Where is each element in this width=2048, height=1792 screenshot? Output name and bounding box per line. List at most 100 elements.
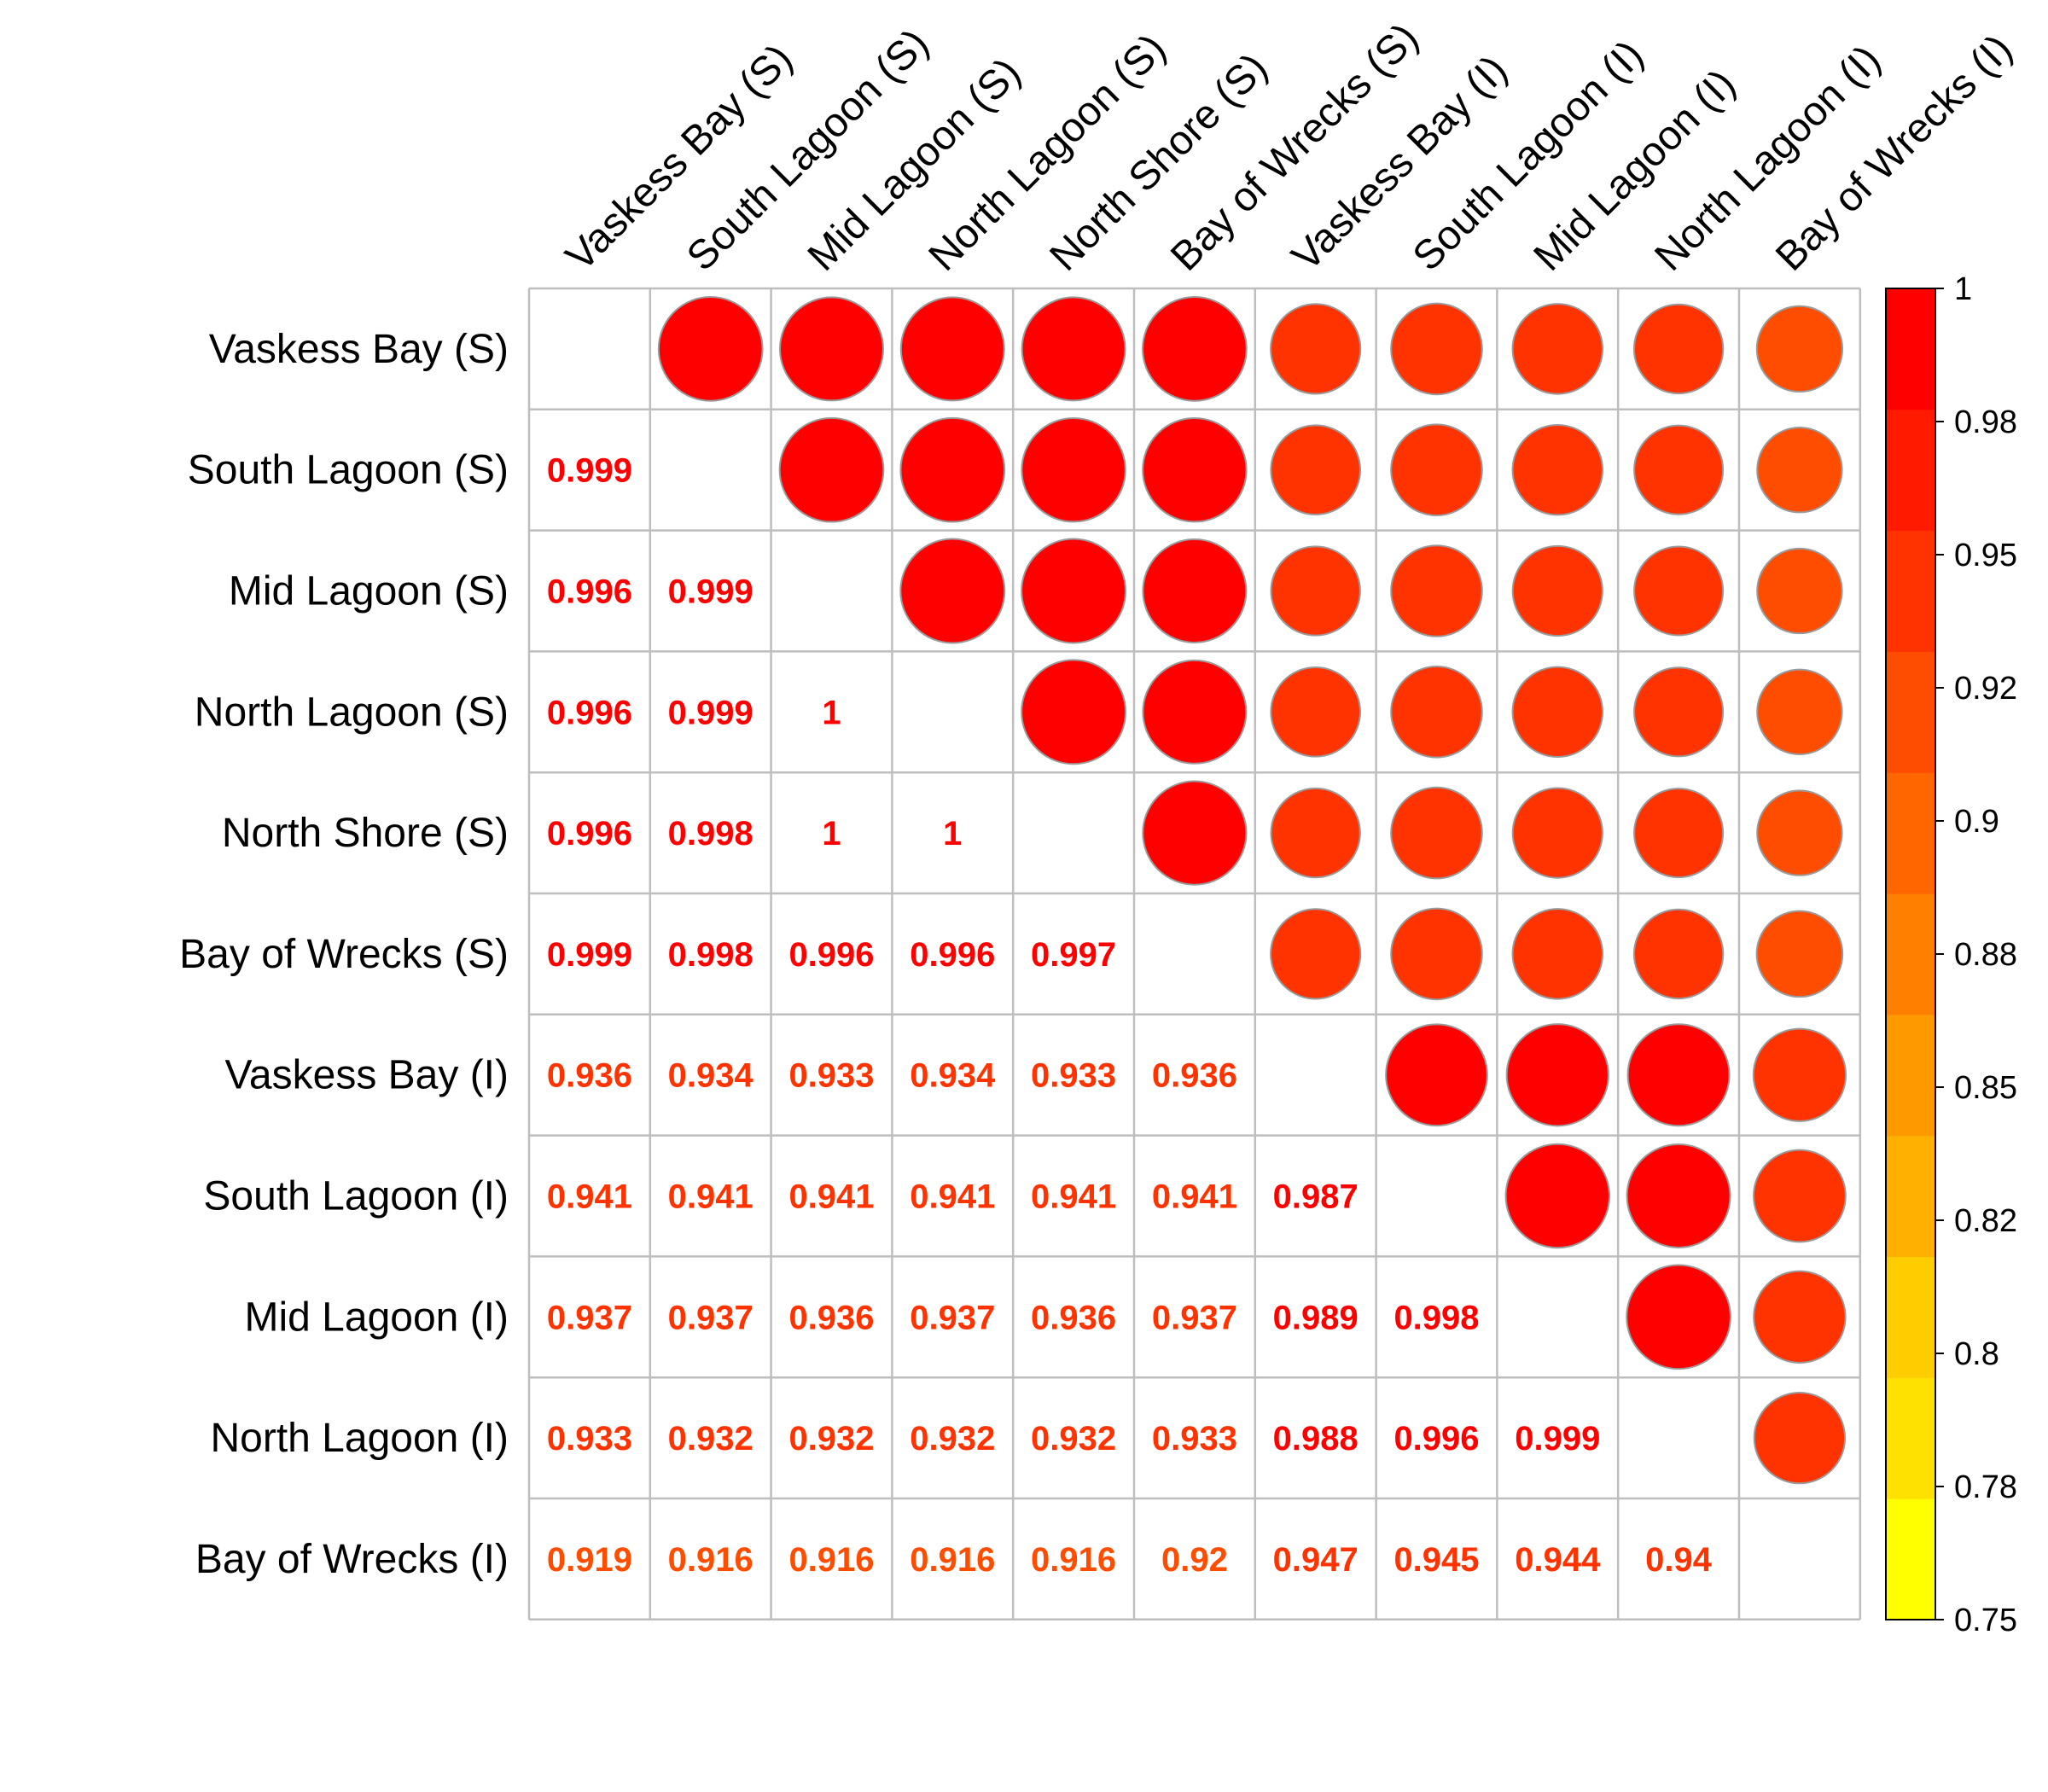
correlation-value: 0.998 xyxy=(668,815,753,852)
correlation-circle xyxy=(1390,544,1483,637)
correlation-value: 0.941 xyxy=(1152,1178,1237,1216)
correlation-circle xyxy=(1021,416,1126,523)
colorbar-segment xyxy=(1886,1014,1935,1137)
correlation-circle xyxy=(1753,1391,1847,1485)
colorbar-segment xyxy=(1886,651,1935,773)
correlation-circle xyxy=(778,416,885,523)
correlation-circle xyxy=(1390,666,1483,759)
correlation-circle xyxy=(1755,305,1844,393)
column-label: North Lagoon (I) xyxy=(1646,37,1889,280)
correlation-circle xyxy=(779,296,884,402)
correlation-circle xyxy=(1756,668,1843,755)
colorbar-segment xyxy=(1886,1256,1935,1378)
correlation-circle xyxy=(1633,424,1725,515)
correlation-value: 0.996 xyxy=(547,694,632,731)
correlation-value: 0.916 xyxy=(1031,1541,1116,1579)
correlation-circle xyxy=(1390,302,1483,396)
correlation-circle xyxy=(1633,666,1725,758)
correlation-value: 0.941 xyxy=(788,1178,874,1216)
colorbar-segment xyxy=(1886,530,1935,652)
correlation-value: 0.919 xyxy=(547,1541,632,1579)
correlation-circle xyxy=(1505,1023,1609,1127)
correlation-value: 0.996 xyxy=(788,936,874,974)
correlation-circle xyxy=(1632,303,1725,395)
colorbar-segment xyxy=(1886,1135,1935,1258)
correlation-circle xyxy=(1511,544,1603,637)
correlation-value: 0.999 xyxy=(668,573,753,611)
colorbar-tick-label: 0.9 xyxy=(1954,804,1999,840)
correlation-circle xyxy=(1270,666,1362,758)
column-label: Vaskess Bay (I) xyxy=(1283,47,1516,280)
row-label: Bay of Wrecks (S) xyxy=(179,932,509,977)
correlation-value: 0.987 xyxy=(1273,1178,1359,1216)
row-label: Vaskess Bay (S) xyxy=(209,327,509,372)
correlation-circle xyxy=(1756,789,1843,876)
correlation-value: 0.947 xyxy=(1273,1541,1359,1579)
correlation-circle xyxy=(899,416,1006,523)
correlation-circle xyxy=(1021,296,1126,402)
correlation-value: 0.998 xyxy=(668,936,753,974)
colorbar-segment xyxy=(1886,893,1935,1015)
row-label: North Lagoon (I) xyxy=(210,1416,509,1461)
correlation-value: 0.916 xyxy=(910,1541,995,1579)
correlation-circle xyxy=(1633,788,1725,879)
correlation-value: 1 xyxy=(822,694,841,731)
correlation-circle xyxy=(1756,427,1843,514)
colorbar-tick-label: 0.85 xyxy=(1954,1070,2017,1106)
correlation-circle xyxy=(899,538,1006,644)
colorbar-tick-label: 1 xyxy=(1954,271,1972,307)
colorbar-tick-label: 0.95 xyxy=(1954,538,2017,573)
color-legend: 1 0.98 0.95 0.92 0.9 0.88 0.85 0.82 0.8 0.78 0.75 xyxy=(1885,271,2017,1638)
correlation-value: 0.92 xyxy=(1161,1541,1228,1579)
colorbar-segment xyxy=(1886,772,1935,894)
correlation-value: 0.996 xyxy=(547,815,632,852)
correlation-value: 0.945 xyxy=(1393,1541,1479,1579)
correlation-value: 0.933 xyxy=(547,1420,632,1457)
correlation-value: 0.916 xyxy=(788,1541,874,1579)
row-label: North Shore (S) xyxy=(222,811,509,856)
correlation-value: 0.933 xyxy=(1031,1057,1116,1095)
colorbar-tick-label: 0.98 xyxy=(1954,404,2017,440)
row-label: Mid Lagoon (S) xyxy=(229,569,509,614)
correlation-circle xyxy=(1390,907,1483,1001)
correlation-value: 0.988 xyxy=(1273,1420,1359,1457)
correlation-circle xyxy=(1626,1264,1731,1370)
correlation-value: 0.999 xyxy=(547,936,632,974)
correlation-circle xyxy=(1753,1270,1847,1364)
matrix-cells: 0.999 0.996 0.999 0.996 0.999 1 0.996 0.998 1 1 0.… xyxy=(547,296,1847,1579)
correlation-circle xyxy=(1142,416,1248,523)
correlation-value: 0.936 xyxy=(788,1299,874,1336)
correlation-circle xyxy=(1633,545,1725,637)
correlation-value: 0.916 xyxy=(668,1541,753,1579)
correlation-circle xyxy=(1632,908,1725,1000)
correlation-value: 0.932 xyxy=(910,1420,995,1457)
correlation-circle xyxy=(1752,1027,1847,1122)
column-label: Bay of Wrecks (I) xyxy=(1767,26,2021,280)
correlation-circle xyxy=(1142,780,1248,886)
correlation-circle xyxy=(1626,1143,1731,1248)
correlation-value: 0.989 xyxy=(1273,1299,1359,1336)
matrix-grid xyxy=(527,287,1862,1621)
correlation-circle xyxy=(899,296,1005,402)
correlation-value: 0.937 xyxy=(547,1299,632,1336)
correlation-circle xyxy=(1511,423,1604,516)
correlation-circle xyxy=(1385,1023,1488,1127)
colorbar-tick-label: 0.88 xyxy=(1954,937,2017,973)
correlation-circle xyxy=(1511,666,1604,759)
correlation-circle xyxy=(1270,787,1361,879)
colorbar-tick-label: 0.92 xyxy=(1954,671,2017,707)
correlation-circle xyxy=(1753,1149,1847,1243)
correlation-circle xyxy=(657,296,764,402)
correlation-value: 0.941 xyxy=(910,1178,995,1216)
correlation-value: 0.996 xyxy=(910,936,995,974)
column-labels: Vaskess Bay (S)South Lagoon (S)Mid Lagoo… xyxy=(557,15,2021,279)
correlation-value: 0.933 xyxy=(1152,1420,1237,1457)
row-label: Mid Lagoon (I) xyxy=(245,1295,509,1340)
correlation-value: 0.936 xyxy=(1031,1299,1116,1336)
colorbar-segment xyxy=(1886,1377,1935,1499)
correlation-value: 0.932 xyxy=(1031,1420,1116,1457)
correlation-circle xyxy=(1021,659,1127,765)
colorbar-tick-label: 0.82 xyxy=(1954,1203,2017,1239)
row-label: Bay of Wrecks (I) xyxy=(195,1537,509,1582)
